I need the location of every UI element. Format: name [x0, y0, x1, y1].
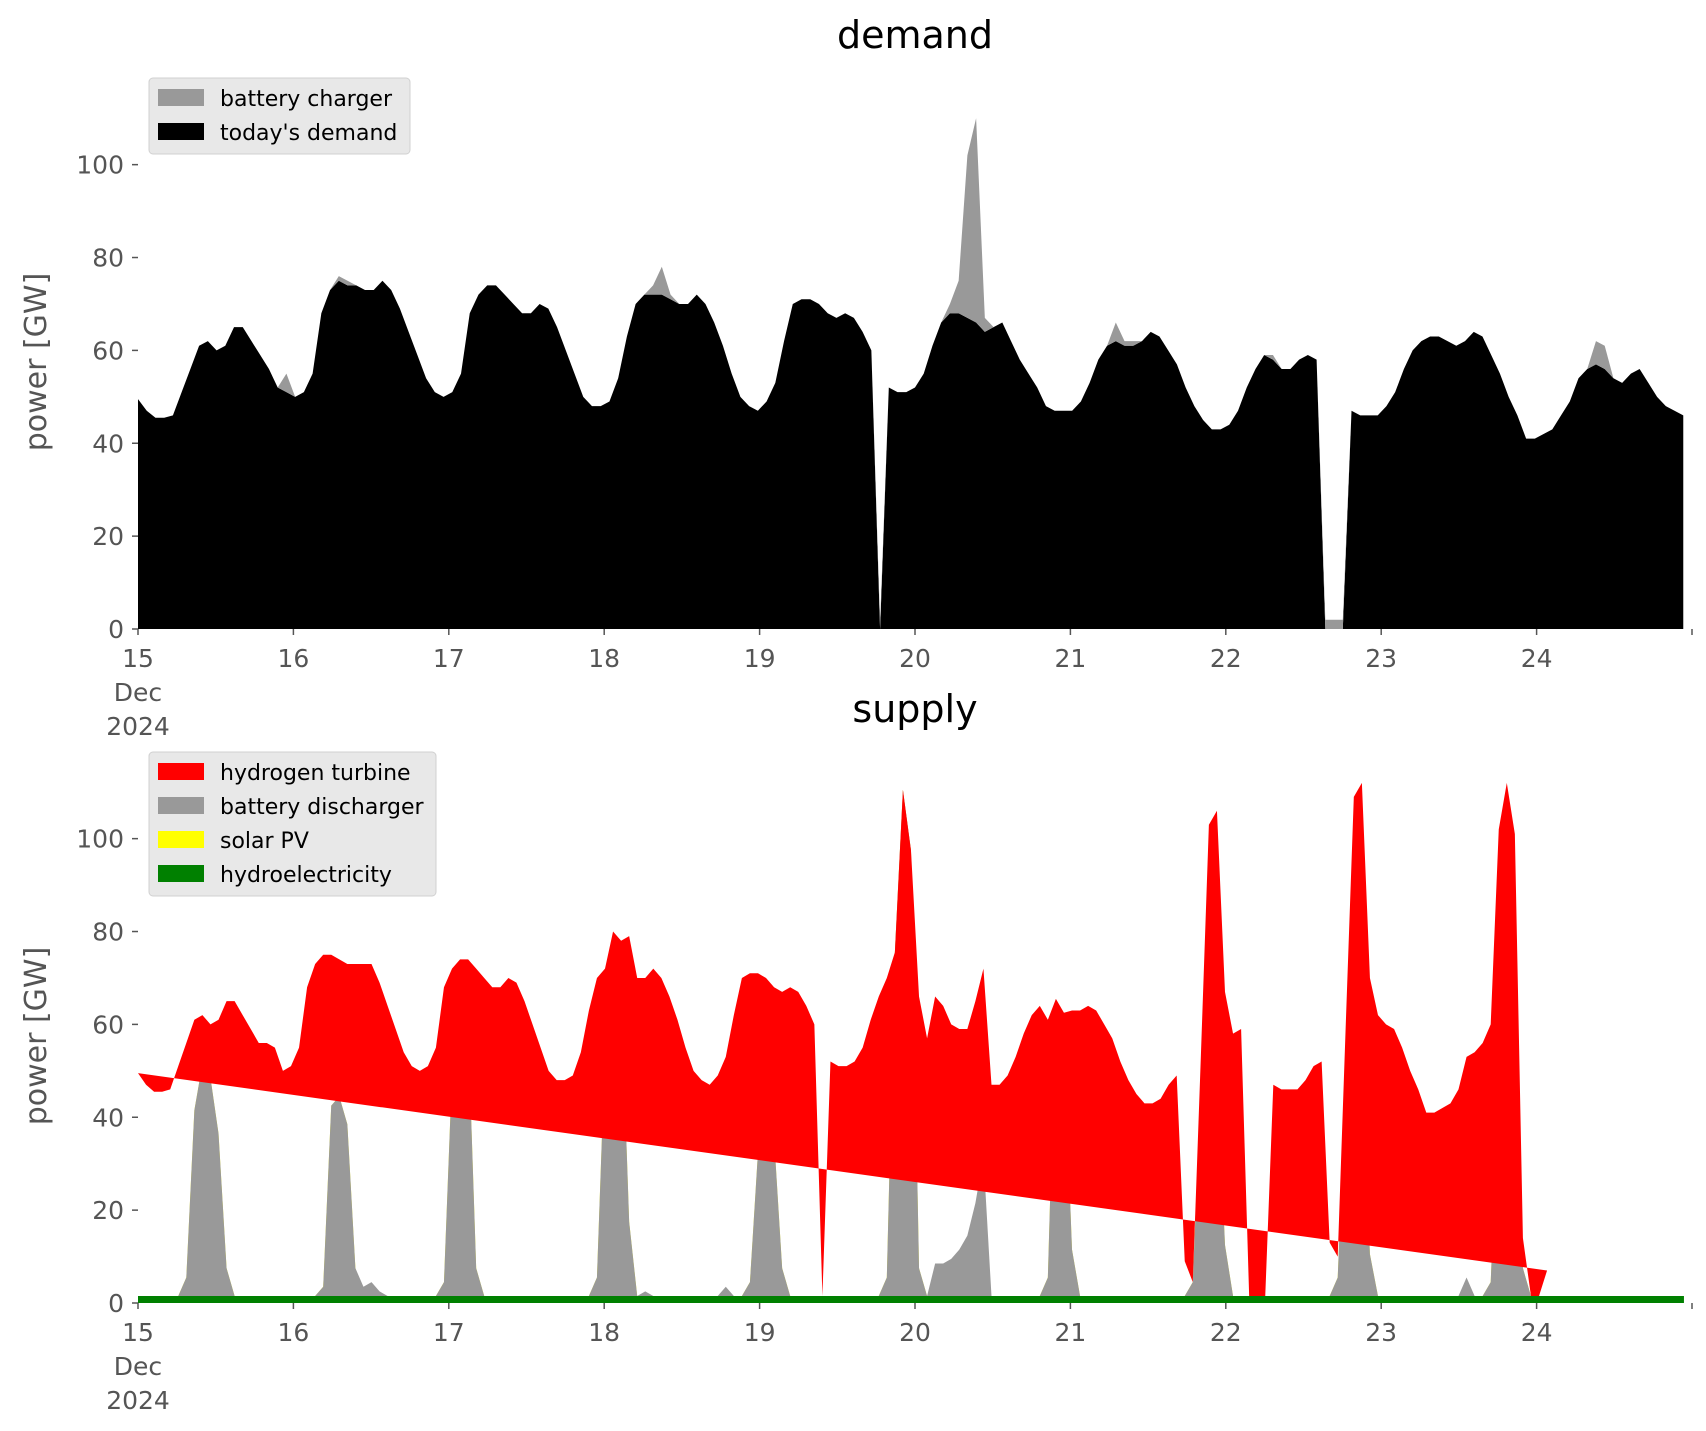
legend-swatch: [158, 831, 204, 848]
series-area-hydrogen-turbine: [138, 782, 1548, 1297]
chart-title: supply: [852, 687, 977, 731]
legend-label: solar PV: [220, 829, 309, 854]
y-tick-label: 40: [92, 429, 124, 458]
x-tick-label: 18: [588, 644, 620, 673]
y-tick-label: 80: [92, 244, 124, 273]
y-tick-label: 20: [92, 522, 124, 551]
series-area-today-s-demand: [138, 280, 1684, 629]
x-tick-label: 17: [433, 644, 465, 673]
y-tick-label: 80: [92, 918, 124, 947]
legend-box: [148, 751, 437, 897]
x-tick-label: 24: [1521, 1318, 1553, 1347]
legend-swatch: [158, 763, 204, 780]
x-tick-label: 18: [588, 1318, 620, 1347]
x-tick-sublabel: Dec: [114, 678, 162, 707]
legend-label: today's demand: [220, 121, 397, 146]
y-tick-label: 40: [92, 1103, 124, 1132]
legend-label: battery charger: [220, 87, 393, 112]
y-tick-label: 100: [76, 825, 124, 854]
legend-swatch: [158, 865, 204, 882]
x-tick-label: 19: [744, 644, 776, 673]
x-tick-sublabel: 2024: [106, 1386, 170, 1415]
series-area-hydroelectricity: [138, 1296, 1684, 1303]
x-tick-label: 24: [1521, 644, 1553, 673]
x-tick-label: 22: [1210, 644, 1242, 673]
x-tick-label: 20: [899, 644, 931, 673]
supply-panel: supply 0 20 40 60 80 100 power [GW] 15 16 17 18 19 20…: [19, 687, 1693, 1415]
chart-title: demand: [837, 13, 993, 57]
x-tick-label: 21: [1054, 644, 1086, 673]
legend-label: hydrogen turbine: [220, 761, 411, 786]
legend-box: [148, 77, 411, 155]
legend-swatch: [158, 123, 204, 140]
y-tick-label: 0: [108, 615, 124, 644]
legend-swatch: [158, 89, 204, 106]
y-tick-label: 60: [92, 1010, 124, 1039]
x-tick-label: 23: [1365, 644, 1397, 673]
y-axis-label: power [GW]: [19, 273, 54, 452]
y-tick-label: 60: [92, 336, 124, 365]
legend-swatch: [158, 797, 204, 814]
x-tick-sublabel: 2024: [106, 712, 170, 741]
x-tick-label: 20: [899, 1318, 931, 1347]
x-tick-label: 16: [277, 644, 309, 673]
x-tick-label: 15: [122, 1318, 154, 1347]
y-axis-label: power [GW]: [19, 947, 54, 1126]
legend: hydrogen turbine battery discharger solar …: [148, 751, 437, 897]
x-tick-label: 23: [1365, 1318, 1397, 1347]
x-tick-label: 15: [122, 644, 154, 673]
x-tick-label: 16: [277, 1318, 309, 1347]
x-tick-label: 22: [1210, 1318, 1242, 1347]
demand-panel: demand 0 20 40 60 80 100 power [GW] 15 16 17 18 19 20…: [19, 13, 1693, 741]
x-tick-label: 21: [1054, 1318, 1086, 1347]
y-tick-label: 20: [92, 1196, 124, 1225]
legend-label: hydroelectricity: [220, 863, 392, 888]
y-tick-label: 0: [108, 1289, 124, 1318]
legend-label: battery discharger: [220, 795, 425, 820]
x-tick-label: 17: [433, 1318, 465, 1347]
x-tick-label: 19: [744, 1318, 776, 1347]
y-tick-label: 100: [76, 151, 124, 180]
legend: battery charger today's demand: [148, 77, 411, 155]
x-tick-sublabel: Dec: [114, 1352, 162, 1381]
